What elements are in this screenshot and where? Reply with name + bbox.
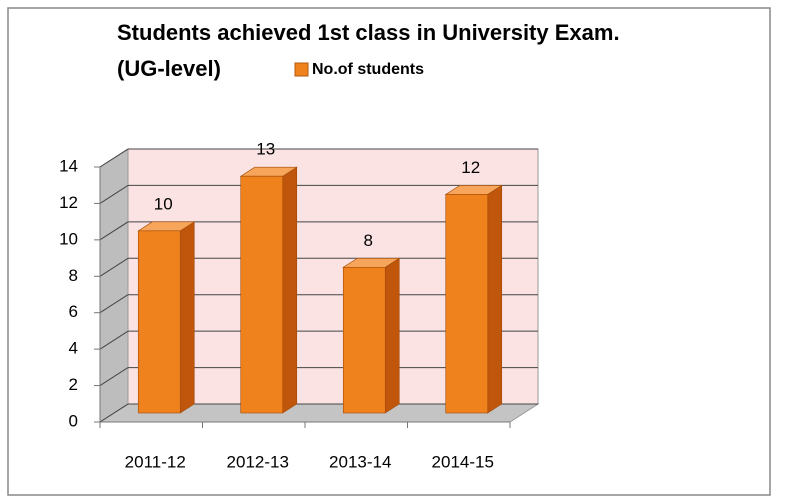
bar-face — [384, 257, 400, 414]
bar-face — [240, 175, 284, 414]
legend-swatch — [294, 62, 309, 77]
chart-title: Students achieved 1st class in Universit… — [117, 20, 620, 45]
y-tick-label: 6 — [69, 302, 78, 321]
y-tick-label: 10 — [59, 229, 78, 248]
grid-line — [99, 294, 129, 314]
x-tick-label: 2013-14 — [329, 452, 391, 471]
bar-face — [445, 194, 489, 414]
side-wall — [99, 148, 129, 423]
x-tick-label: 2014-15 — [432, 452, 494, 471]
data-label: 12 — [461, 158, 480, 177]
grid-line — [99, 367, 129, 386]
y-tick-label: 8 — [69, 266, 78, 285]
chart-title: (UG-level) — [117, 56, 221, 81]
grid-line — [99, 185, 129, 204]
grid-line — [99, 221, 129, 241]
bar-face — [342, 266, 386, 414]
bar-face — [179, 221, 195, 414]
bar — [239, 166, 298, 414]
bar — [444, 184, 503, 414]
y-tick-label: 14 — [59, 156, 78, 175]
grid-line — [99, 330, 129, 350]
legend-label: No.of students — [312, 61, 424, 78]
bar-face — [282, 166, 298, 414]
bar-face — [137, 230, 181, 414]
y-tick-label: 0 — [69, 411, 78, 430]
grid-line — [99, 148, 129, 168]
grid-line — [99, 257, 129, 277]
x-tick-label: 2011-12 — [125, 452, 186, 471]
y-tick-label: 2 — [69, 375, 78, 394]
bar — [137, 221, 196, 414]
y-tick-label: 4 — [69, 339, 78, 358]
bar-face — [487, 184, 503, 414]
x-tick-label: 2012-13 — [227, 452, 289, 471]
grid-line — [99, 403, 129, 423]
bar — [342, 257, 401, 414]
y-tick-label: 12 — [59, 193, 78, 212]
data-label: 8 — [364, 231, 373, 250]
data-label: 10 — [154, 194, 173, 213]
data-label: 13 — [256, 140, 275, 159]
